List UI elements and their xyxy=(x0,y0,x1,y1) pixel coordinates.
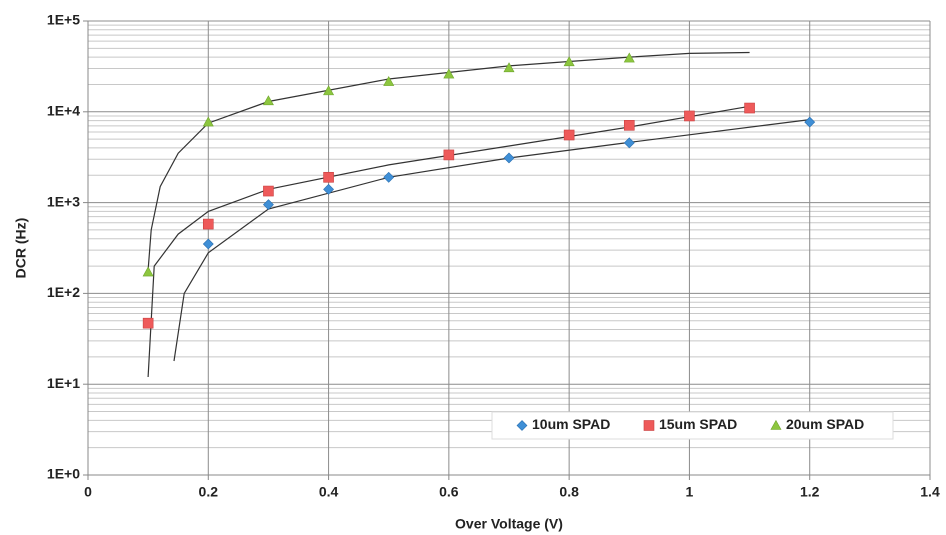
point xyxy=(503,152,515,164)
point xyxy=(503,62,515,73)
point xyxy=(623,52,635,63)
point xyxy=(383,171,395,183)
legend-label: 10um SPAD xyxy=(532,416,610,432)
point xyxy=(202,238,214,250)
y-tick-label: 1E+0 xyxy=(47,466,80,482)
point xyxy=(563,129,575,141)
point xyxy=(563,56,575,67)
legend-marker xyxy=(643,420,655,431)
point xyxy=(623,137,635,149)
x-tick-label: 1 xyxy=(686,484,694,500)
point xyxy=(202,218,214,230)
y-tick-label: 1E+4 xyxy=(47,103,80,119)
point xyxy=(323,183,334,195)
trendline xyxy=(173,119,810,362)
point xyxy=(142,266,154,277)
point xyxy=(804,116,816,128)
point xyxy=(443,149,455,161)
x-tick-label: 0 xyxy=(84,484,92,500)
point xyxy=(142,317,154,329)
point xyxy=(383,75,395,86)
y-tick-label: 1E+3 xyxy=(47,193,80,209)
legend-label: 15um SPAD xyxy=(659,416,737,432)
x-tick-label: 1.2 xyxy=(800,484,820,500)
x-axis-title: Over Voltage (V) xyxy=(455,516,563,532)
point xyxy=(684,110,695,122)
legend-marker xyxy=(770,419,782,430)
x-tick-label: 0.8 xyxy=(559,484,579,500)
point xyxy=(262,95,274,106)
y-axis-title: DCR (Hz) xyxy=(13,218,29,279)
point xyxy=(623,120,635,131)
point xyxy=(202,116,214,127)
point xyxy=(263,199,274,211)
point xyxy=(744,102,755,114)
x-tick-label: 1.4 xyxy=(920,484,940,500)
legend-label: 20um SPAD xyxy=(786,416,864,432)
y-tick-label: 1E+1 xyxy=(47,375,80,391)
y-tick-label: 1E+2 xyxy=(47,284,80,300)
y-tick-label: 1E+5 xyxy=(47,12,80,28)
point xyxy=(443,68,455,79)
legend-box xyxy=(491,411,894,440)
x-tick-label: 0.2 xyxy=(199,484,219,500)
point xyxy=(323,171,334,183)
point xyxy=(323,85,335,96)
point xyxy=(263,185,274,197)
legend-marker xyxy=(516,420,528,431)
x-tick-label: 0.6 xyxy=(439,484,459,500)
x-tick-label: 0.4 xyxy=(319,484,339,500)
